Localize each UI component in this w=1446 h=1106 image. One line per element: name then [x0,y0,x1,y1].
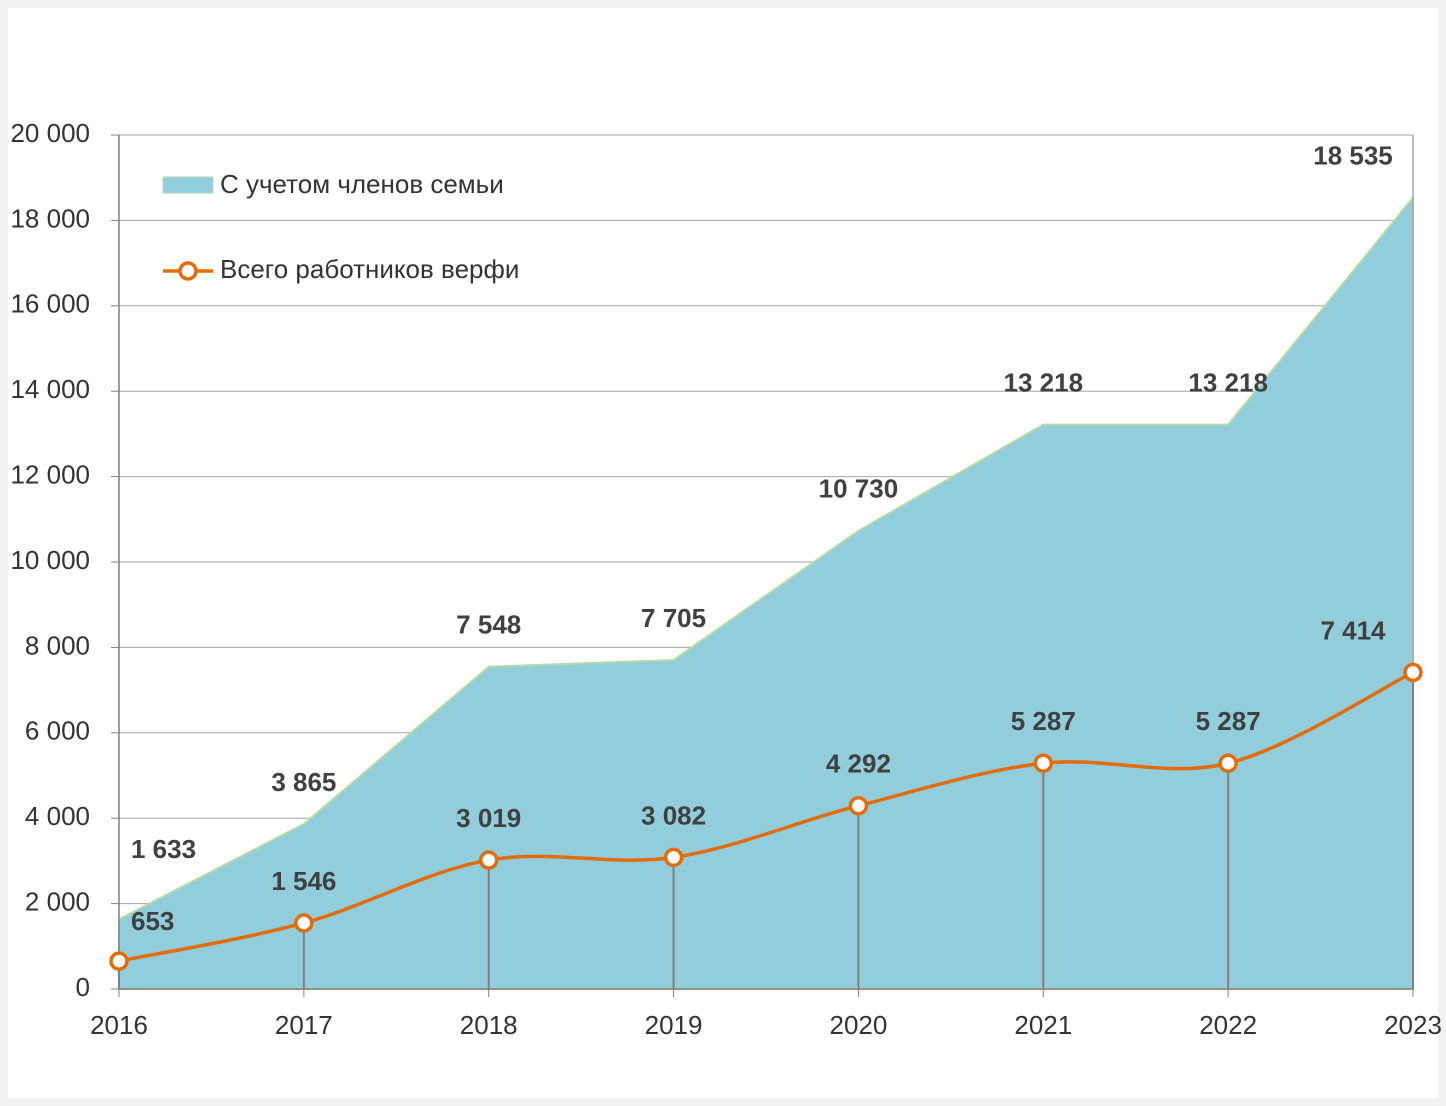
data-label: 7 548 [456,610,521,640]
y-tick-label: 10 000 [10,545,90,575]
y-tick-label: 18 000 [10,203,90,233]
x-tick-label: 2022 [1199,1010,1257,1040]
data-label: 1 546 [271,866,336,896]
marker [109,951,129,971]
marker [478,850,499,870]
y-tick-label: 8 000 [25,630,90,660]
marker [848,795,869,816]
x-tick-label: 2016 [90,1010,148,1040]
data-label: 3 019 [456,803,521,833]
legend-swatch [162,176,214,194]
y-tick-label: 12 000 [10,459,90,489]
x-tick-label: 2018 [460,1010,518,1040]
legend-label: Всего работников верфи [220,254,519,284]
x-tick-label: 2019 [645,1010,703,1040]
data-label: 5 287 [1196,706,1261,736]
x-tick-label: 2023 [1384,1010,1442,1040]
data-label: 3 865 [271,767,336,797]
data-label: 653 [131,906,174,936]
y-tick-label: 14 000 [10,374,90,404]
marker [294,913,314,933]
marker [1218,753,1238,773]
data-label: 5 287 [1011,706,1076,736]
data-label: 3 082 [641,800,706,830]
y-tick-label: 6 000 [25,716,90,746]
marker [663,847,684,868]
x-tick-label: 2020 [830,1010,888,1040]
y-tick-label: 16 000 [10,289,90,319]
data-label: 7 705 [641,603,706,633]
x-tick-label: 2021 [1014,1010,1072,1040]
line [118,670,1414,963]
data-label: 10 730 [819,474,899,504]
marker [1033,753,1054,773]
x-tick-label: 2017 [275,1010,333,1040]
data-label: 13 218 [1188,367,1268,397]
data-label: 4 292 [826,749,891,779]
y-tick-label: 2 000 [25,886,90,916]
legend-label: С учетом членов семьи [220,169,504,199]
data-label: 13 218 [1004,367,1084,397]
y-tick-label: 4 000 [25,801,90,831]
data-label: 1 633 [131,834,196,864]
data-label: 18 535 [1313,140,1393,170]
legend-marker [178,261,198,281]
marker [1403,662,1423,683]
y-tick-label: 0 [76,972,90,1002]
data-label: 7 414 [1320,615,1386,645]
y-tick-label: 20 000 [10,118,90,148]
